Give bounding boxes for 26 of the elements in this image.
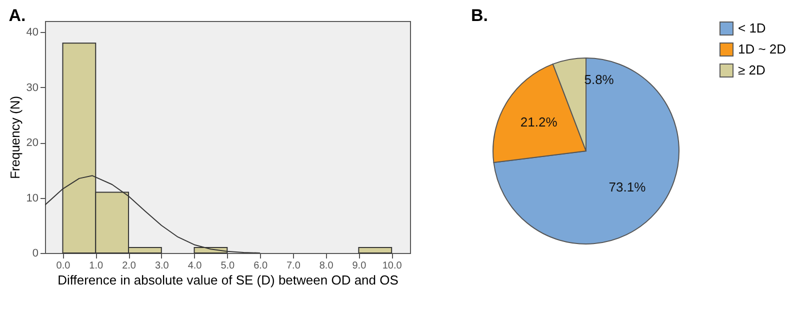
x-tick-label: 0.0: [56, 260, 71, 272]
y-tick-label: 30: [26, 82, 38, 94]
data-label: 73.1%: [608, 179, 646, 194]
chart-title: B.: [471, 6, 488, 25]
x-tick-label: 4.0: [188, 260, 202, 272]
legend-label: 1D ~ 2D: [738, 42, 786, 56]
x-tick-label: 3.0: [154, 260, 170, 272]
x-tick-label: 7.0: [286, 260, 301, 272]
y-tick-label: 40: [26, 26, 38, 39]
y-tick-label: 0: [32, 248, 38, 260]
x-tick-label: 2.0: [122, 260, 136, 272]
y-axis-title: Frequency (N): [7, 96, 22, 180]
x-tick-label: 9.0: [352, 260, 367, 272]
x-tick-label: 6.0: [254, 260, 268, 272]
x-tick-label: 1.0: [89, 260, 104, 272]
chart-title: A.: [8, 6, 26, 25]
legend-label: < 1D: [738, 20, 766, 36]
legend-label: ≥ 2D: [738, 62, 766, 78]
x-tick-label: 8.0: [319, 260, 334, 272]
x-tick-label: 5.0: [220, 260, 236, 272]
y-tick-label: 10: [26, 192, 38, 204]
x-axis-title: Difference in absolute value of SE (D) between OD and OS: [58, 272, 399, 288]
data-label: 21.2%: [520, 114, 558, 130]
pie-slice: [493, 58, 680, 244]
x-tick-label: 10.0: [382, 260, 402, 272]
y-tick-label: 20: [26, 137, 38, 150]
